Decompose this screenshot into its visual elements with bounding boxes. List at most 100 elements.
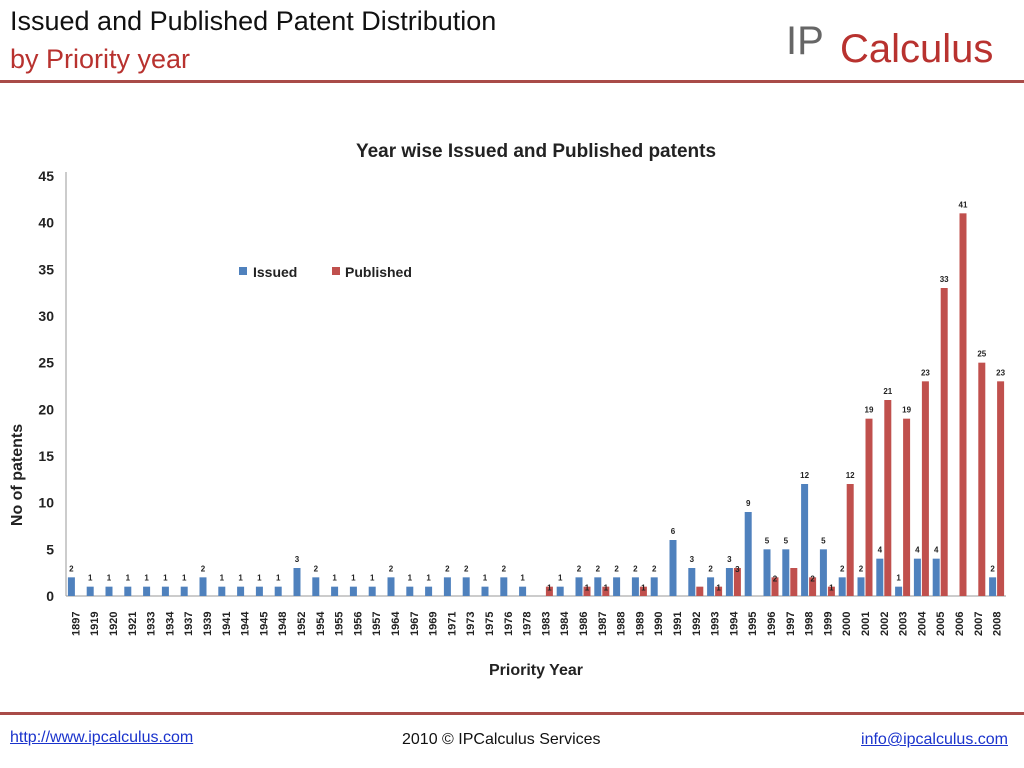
x-tick-label: 1971 — [446, 612, 458, 636]
bar-issued — [650, 577, 658, 596]
x-tick-label: 2004 — [916, 611, 928, 636]
x-tick-label: 1986 — [578, 612, 590, 636]
bar-issued — [387, 577, 395, 596]
data-label-issued: 2 — [389, 564, 394, 573]
data-label-issued: 2 — [314, 564, 319, 573]
x-tick-label: 1998 — [804, 612, 816, 636]
y-tick-label: 40 — [38, 215, 54, 231]
data-label-published: 1 — [829, 584, 834, 593]
bar-issued — [255, 586, 263, 596]
bar-issued — [161, 586, 169, 596]
x-tick-label: 1920 — [108, 612, 120, 636]
patent-distribution-chart: Year wise Issued and Published patents N… — [9, 141, 1006, 679]
bar-issued — [349, 586, 357, 596]
y-tick-label: 15 — [38, 448, 54, 464]
email-link[interactable]: info@ipcalculus.com — [861, 731, 1008, 748]
x-tick-label: 1999 — [822, 612, 834, 636]
bar-issued — [876, 558, 884, 596]
bar-issued — [481, 586, 489, 596]
bar-issued — [895, 586, 903, 596]
bar-published — [602, 586, 610, 596]
bar-published — [809, 577, 817, 596]
data-label-issued: 1 — [126, 574, 131, 583]
data-label-published: 1 — [716, 584, 721, 593]
y-tick-label: 0 — [46, 588, 54, 604]
bar-issued — [368, 586, 376, 596]
y-axis-title: No of patents — [9, 424, 26, 526]
bar-issued — [406, 586, 414, 596]
bar-issued — [801, 484, 809, 596]
data-label-issued: 1 — [483, 574, 488, 583]
data-label-issued: 1 — [408, 574, 413, 583]
data-label-issued: 3 — [295, 555, 300, 564]
bar-published — [978, 362, 986, 596]
data-label-issued: 5 — [821, 536, 826, 545]
data-label-published: 21 — [883, 387, 892, 396]
data-label-issued: 1 — [220, 574, 225, 583]
bar-published — [903, 418, 911, 596]
data-label-published: 2 — [810, 574, 815, 583]
x-tick-label: 1987 — [597, 612, 609, 636]
data-label-issued: 2 — [614, 564, 619, 573]
bar-issued — [293, 568, 301, 596]
data-label-published: 23 — [921, 368, 930, 377]
bar-published — [997, 381, 1005, 596]
x-tick-label: 1994 — [728, 611, 740, 636]
data-label-issued: 1 — [426, 574, 431, 583]
bar-issued — [819, 549, 827, 596]
data-label-issued: 2 — [577, 564, 582, 573]
data-label-published: 41 — [959, 200, 968, 209]
bar-issued — [124, 586, 132, 596]
bar-published — [733, 568, 741, 596]
website-link[interactable]: http://www.ipcalculus.com — [10, 729, 194, 746]
x-tick-label: 2005 — [935, 612, 947, 636]
x-tick-label: 1952 — [296, 612, 308, 636]
bar-published — [884, 400, 892, 596]
bar-published — [696, 586, 704, 596]
bar-published — [715, 586, 723, 596]
x-tick-label: 1948 — [277, 612, 289, 636]
bar-issued — [669, 540, 677, 596]
bar-published — [921, 381, 929, 596]
data-label-published: 19 — [902, 406, 911, 415]
header-divider — [0, 80, 1024, 83]
data-label-published: 23 — [996, 368, 1005, 377]
bar-issued — [312, 577, 320, 596]
slide-subtitle: by Priority year — [10, 44, 191, 74]
data-label-issued: 1 — [520, 574, 525, 583]
data-label-issued: 2 — [990, 564, 995, 573]
data-label-issued: 2 — [464, 564, 469, 573]
x-tick-label: 1969 — [428, 612, 440, 636]
x-tick-label: 1989 — [634, 612, 646, 636]
ipcalculus-logo: IP Calculus — [786, 19, 993, 71]
x-tick-label: 1937 — [183, 612, 195, 636]
bar-issued — [782, 549, 790, 596]
bar-issued — [763, 549, 771, 596]
data-label-issued: 1 — [370, 574, 375, 583]
slide-title: Issued and Published Patent Distribution — [10, 6, 497, 36]
data-label-issued: 4 — [878, 546, 883, 555]
bar-issued — [744, 512, 752, 596]
x-tick-label: 2001 — [860, 612, 872, 636]
bar-issued — [274, 586, 282, 596]
data-label-issued: 2 — [201, 564, 206, 573]
bar-issued — [707, 577, 715, 596]
footer-divider — [0, 712, 1024, 715]
bar-issued — [199, 577, 207, 596]
x-tick-label: 1988 — [616, 612, 628, 636]
x-tick-label: 1919 — [89, 612, 101, 636]
bar-issued — [67, 577, 75, 596]
x-tick-label: 1964 — [390, 611, 402, 636]
x-tick-label: 1978 — [522, 612, 534, 636]
data-label-published: 25 — [977, 350, 986, 359]
chart-title: Year wise Issued and Published patents — [356, 141, 716, 162]
data-label-issued: 2 — [502, 564, 507, 573]
data-label-published: 2 — [773, 574, 778, 583]
data-label-issued: 2 — [445, 564, 450, 573]
x-tick-label: 1967 — [409, 612, 421, 636]
x-tick-label: 1944 — [240, 611, 252, 636]
bar-issued — [443, 577, 451, 596]
data-label-issued: 2 — [596, 564, 601, 573]
bar-published — [545, 586, 553, 596]
bar-published — [639, 586, 647, 596]
